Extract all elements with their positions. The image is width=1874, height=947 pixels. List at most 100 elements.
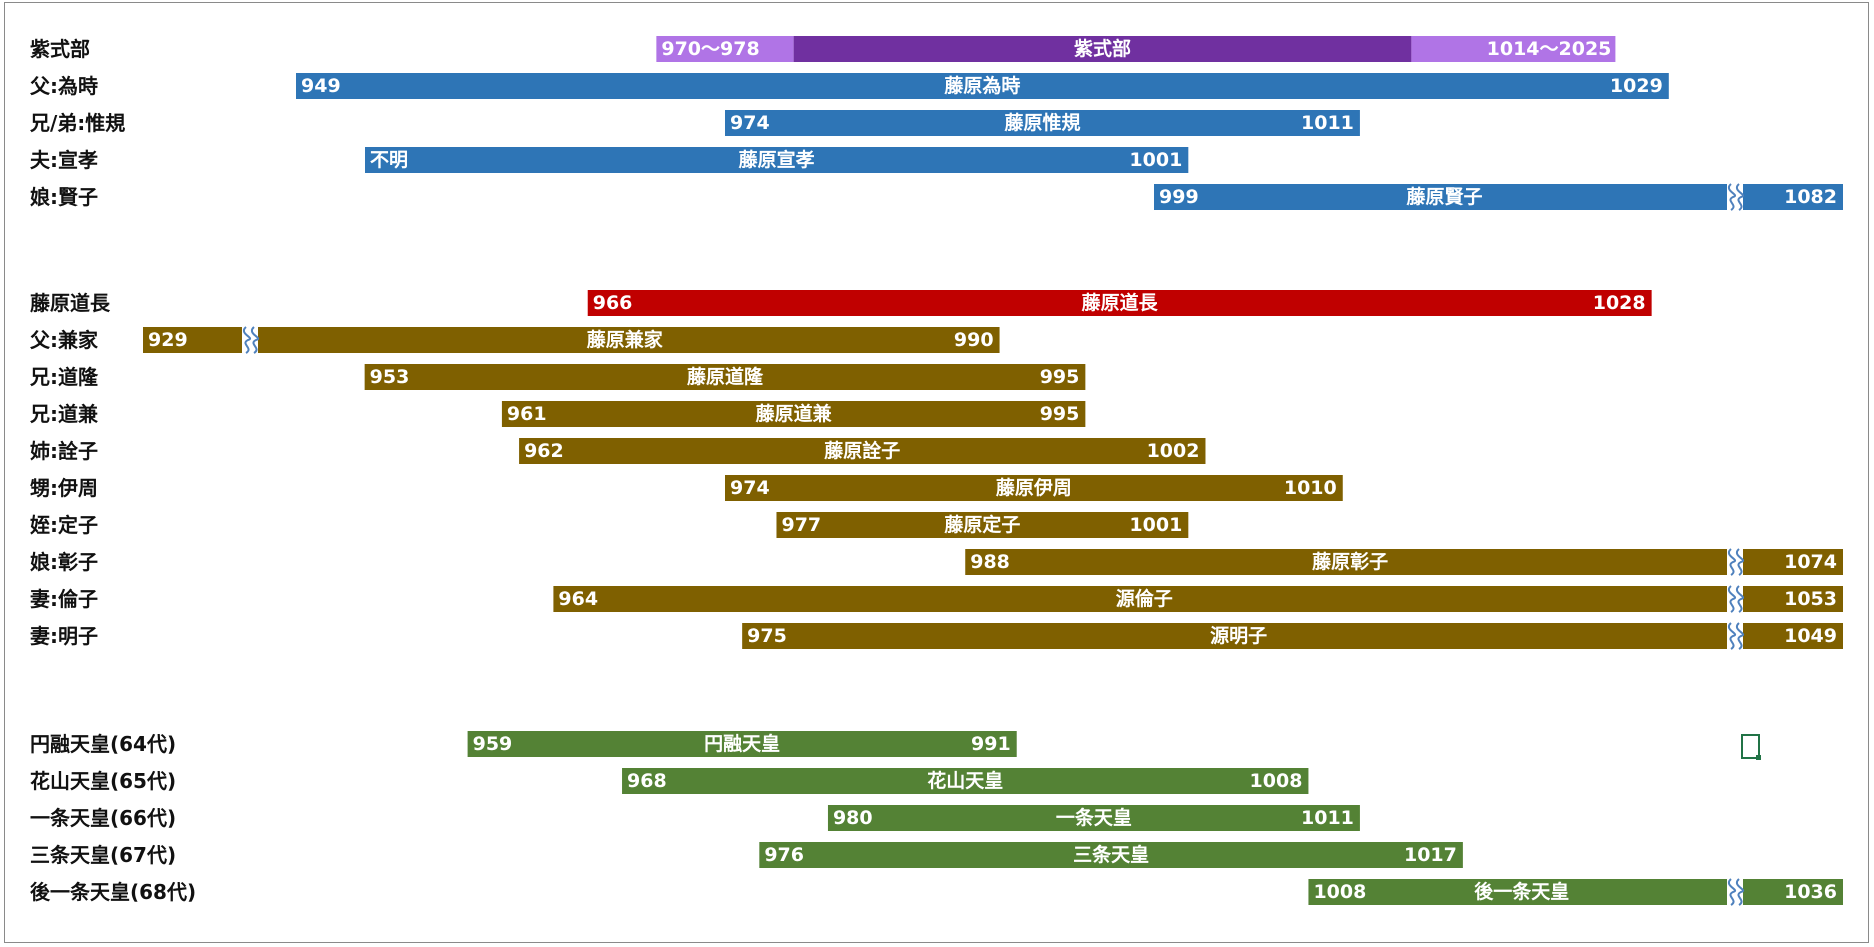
axis-break-icon xyxy=(1727,622,1744,650)
bar-end-label: 1001 xyxy=(1129,149,1182,171)
selection-handle-icon[interactable] xyxy=(1741,734,1761,760)
bar-name-label: 後一条天皇 xyxy=(1474,880,1569,903)
bar-name-label: 藤原兼家 xyxy=(587,328,664,351)
bar-name-label: 三条天皇 xyxy=(1073,843,1149,866)
bar-start-label: 961 xyxy=(507,403,547,425)
bar xyxy=(725,110,1360,136)
row-label: 兄/弟:惟規 xyxy=(29,111,125,135)
axis-break-icon xyxy=(1727,548,1744,576)
bar-start-label: 966 xyxy=(593,292,633,314)
bar-end-label: 1082 xyxy=(1784,186,1837,208)
bar-name-label: 藤原宣孝 xyxy=(739,148,815,171)
bar-end-label: 1008 xyxy=(1250,770,1303,792)
axis-break-icon xyxy=(1727,183,1744,211)
bar xyxy=(1308,879,1843,905)
bar-name-label: 藤原道兼 xyxy=(756,402,832,425)
bar-start-label: 968 xyxy=(627,770,667,792)
bar-start-label: 929 xyxy=(148,329,188,351)
bar-name-label: 藤原道長 xyxy=(1082,291,1159,314)
row-label: 娘:彰子 xyxy=(30,550,98,574)
bar-start-label: 953 xyxy=(370,366,410,388)
bar-name-label: 源明子 xyxy=(1210,624,1267,647)
bar-name-label: 藤原彰子 xyxy=(1312,550,1388,573)
bar-start-label: 974 xyxy=(730,112,770,134)
bar xyxy=(365,147,1189,173)
bar-start-label: 988 xyxy=(970,551,1010,573)
row-label: 一条天皇(66代) xyxy=(30,806,176,830)
bar-name-label: 藤原伊周 xyxy=(996,476,1072,499)
bar xyxy=(759,842,1463,868)
bar-end-label: 1028 xyxy=(1593,292,1646,314)
bar-end-label: 1002 xyxy=(1147,440,1200,462)
bar-name-label: 花山天皇 xyxy=(927,769,1003,792)
row-label: 藤原道長 xyxy=(29,291,111,315)
bar-end-label: 1017 xyxy=(1404,844,1457,866)
bar-start-label: 不明 xyxy=(370,149,408,171)
bar-end-label: 1001 xyxy=(1129,514,1182,536)
bar-end-label: 995 xyxy=(1040,403,1080,425)
row-label: 兄:道兼 xyxy=(29,402,99,426)
bar xyxy=(622,768,1309,794)
bar xyxy=(793,36,1412,62)
row-label: 甥:伊周 xyxy=(30,476,98,500)
row-label: 姪:定子 xyxy=(30,513,98,537)
bar xyxy=(827,805,1360,831)
bar-end-label: 1011 xyxy=(1301,807,1354,829)
bar-start-label: 949 xyxy=(301,75,341,97)
row-label: 父:兼家 xyxy=(29,328,99,352)
bar-end-label: 1036 xyxy=(1784,881,1837,903)
bar xyxy=(725,475,1343,501)
bar-end-label: 1010 xyxy=(1284,477,1337,499)
bar-start-label: 999 xyxy=(1159,186,1199,208)
row-label: 妻:明子 xyxy=(30,624,98,648)
bar xyxy=(501,401,1086,427)
bar-name-label: 藤原惟規 xyxy=(1004,111,1080,134)
bar xyxy=(742,623,1844,649)
bar-range-end xyxy=(1411,36,1616,62)
bar-end-label: 1011 xyxy=(1301,112,1354,134)
bar xyxy=(143,327,1000,353)
bar-end-label: 990 xyxy=(954,329,994,351)
row-label: 円融天皇(64代) xyxy=(30,732,176,756)
bar-name-label: 紫式部 xyxy=(1074,37,1131,60)
bar-name-label: 一条天皇 xyxy=(1056,806,1132,829)
row-label: 姉:詮子 xyxy=(30,439,98,463)
row-label: 兄:道隆 xyxy=(29,365,99,389)
bar-end-label: 995 xyxy=(1040,366,1080,388)
bar xyxy=(519,438,1206,464)
row-label: 妻:倫子 xyxy=(30,587,98,611)
axis-break-icon xyxy=(1727,878,1744,906)
bar-start-label: 964 xyxy=(558,588,598,610)
bar-name-label: 源倫子 xyxy=(1116,587,1173,610)
bar-end-label: 1014〜2025 xyxy=(1487,38,1612,60)
bar-start-label: 975 xyxy=(747,625,787,647)
axis-break-icon xyxy=(1727,585,1744,613)
row-label: 後一条天皇(68代) xyxy=(30,880,196,904)
bar-name-label: 藤原賢子 xyxy=(1406,185,1482,208)
bar-start-label: 976 xyxy=(764,844,804,866)
bar-start-label: 959 xyxy=(473,733,513,755)
bar-start-label: 1008 xyxy=(1313,881,1366,903)
bar-range-start xyxy=(656,36,794,62)
bar-name-label: 藤原為時 xyxy=(944,74,1020,97)
row-label: 花山天皇(65代) xyxy=(30,769,176,793)
bar xyxy=(587,290,1652,316)
bar-name-label: 藤原詮子 xyxy=(824,439,900,462)
chart-frame xyxy=(4,2,1869,943)
bar-end-label: 1049 xyxy=(1784,625,1837,647)
bar-end-label: 991 xyxy=(971,733,1011,755)
bar-start-label: 980 xyxy=(833,807,873,829)
bar xyxy=(364,364,1086,390)
bar-end-label: 1053 xyxy=(1784,588,1837,610)
row-label: 紫式部 xyxy=(30,37,90,61)
bar xyxy=(553,586,1843,612)
row-label: 夫:宣孝 xyxy=(30,148,98,172)
bar-name-label: 藤原道隆 xyxy=(687,365,764,388)
row-label: 三条天皇(67代) xyxy=(30,843,176,867)
bar xyxy=(296,73,1669,99)
bar xyxy=(467,731,1017,757)
bar-start-label: 962 xyxy=(524,440,564,462)
bar-start-label: 974 xyxy=(730,477,770,499)
bar xyxy=(776,512,1189,538)
